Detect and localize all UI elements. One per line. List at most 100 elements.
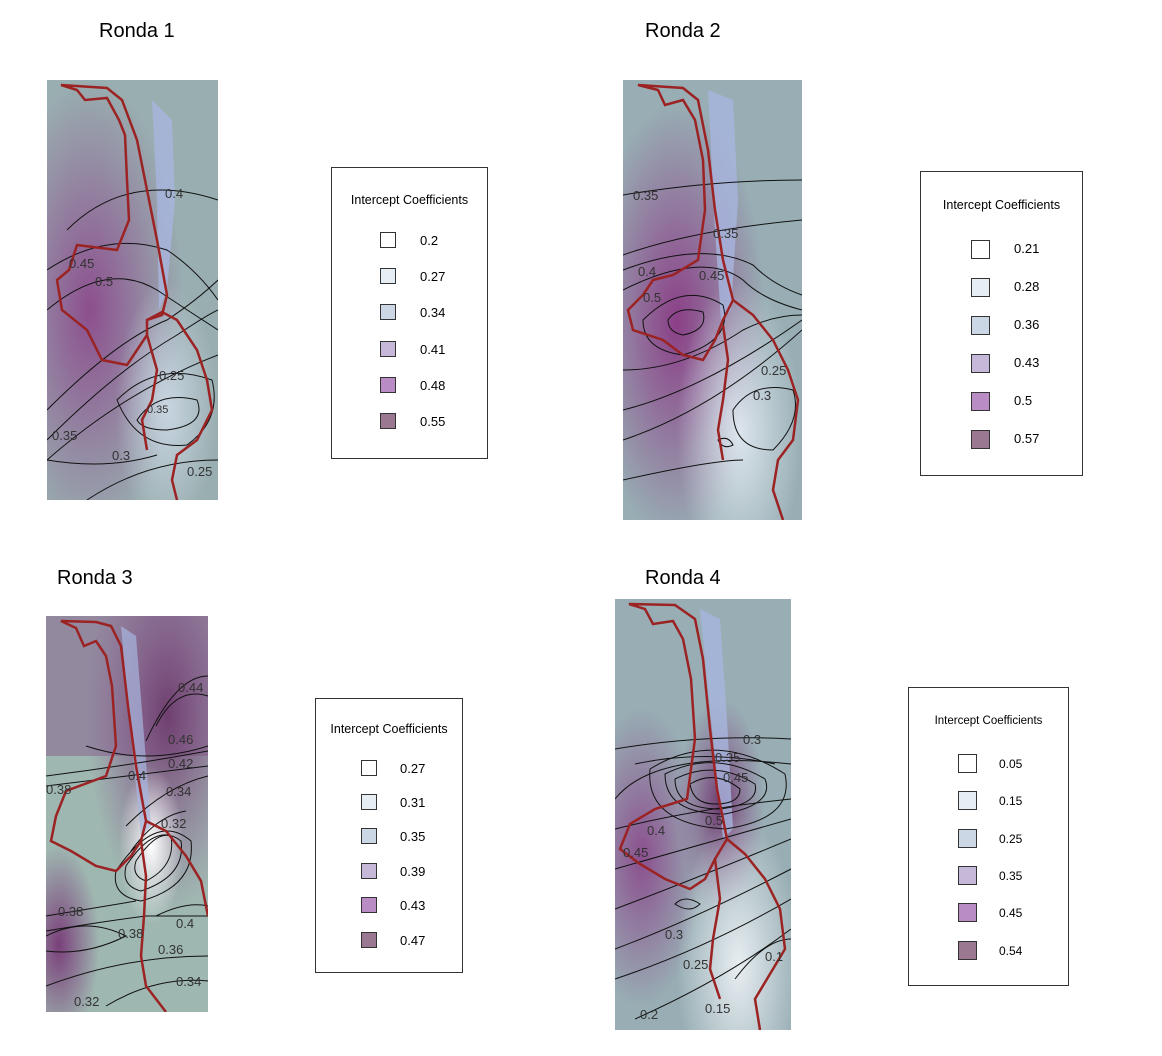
legend-value: 0.41	[420, 342, 446, 357]
legend-value: 0.2	[420, 233, 439, 248]
legend-item: 0.55	[332, 413, 487, 431]
legend-value: 0.43	[400, 898, 426, 913]
contour-label: 0.5	[95, 274, 113, 289]
legend-swatch	[361, 932, 377, 948]
legend-title: Intercept Coefficients	[350, 193, 469, 207]
panel-title: Ronda 1	[99, 20, 175, 42]
legend-item: 0.05	[909, 754, 1068, 773]
legend-title: Intercept Coefficients	[330, 722, 448, 736]
legend-value: 0.27	[400, 761, 426, 776]
legend-value: 0.35	[400, 829, 426, 844]
legend-swatch	[971, 354, 990, 373]
legend-value: 0.43	[1014, 355, 1040, 370]
panel-title: Ronda 4	[645, 567, 721, 589]
legend-item: 0.35	[316, 828, 462, 846]
legend-swatch	[971, 392, 990, 411]
legend-value: 0.35	[999, 869, 1023, 883]
legend-value: 0.36	[1014, 317, 1040, 332]
contour-label: 0.3	[112, 448, 130, 463]
contour-label: 0.35	[713, 226, 738, 241]
legend-swatch	[958, 754, 977, 773]
contour-label: 0.32	[74, 994, 99, 1009]
legend-swatch	[380, 304, 396, 320]
legend-swatch	[361, 828, 377, 844]
contour-label: 0.38	[118, 926, 143, 941]
contour-label: 0.25	[187, 464, 212, 479]
contour-label: 0.25	[159, 368, 184, 383]
legend-swatch	[958, 829, 977, 848]
contour-label: 0.3	[665, 927, 683, 942]
contour-label: 0.2	[640, 1007, 658, 1022]
contour-label: 0.5	[643, 290, 661, 305]
legend-swatch	[380, 268, 396, 284]
contour-label: 0.1	[765, 949, 783, 964]
legend-swatch	[361, 897, 377, 913]
map-round-3: 0.44 0.46 0.42 0.4 0.38 0.34 0.32 0.38 0…	[46, 616, 208, 1012]
contour-label: 0.4	[638, 264, 656, 279]
contour-label: 0.44	[178, 680, 203, 695]
contour-label: 0.42	[168, 756, 193, 771]
legend-value: 0.48	[420, 378, 446, 393]
contour-label: 0.34	[176, 974, 201, 989]
contour-label: 0.32	[161, 816, 186, 831]
contour-label: 0.45	[723, 770, 748, 785]
legend-item: 0.43	[316, 897, 462, 915]
legend-item: 0.2	[332, 232, 487, 250]
legend-value: 0.27	[420, 269, 446, 284]
legend-swatch	[380, 232, 396, 248]
legend-value: 0.25	[999, 832, 1023, 846]
legend-title: Intercept Coefficients	[942, 198, 1061, 212]
legend-swatch	[380, 341, 396, 357]
contour-label: 0.3	[753, 388, 771, 403]
contour-label: 0.4	[176, 916, 194, 931]
panel-title: Ronda 2	[645, 20, 721, 42]
contour-label: 0.4	[128, 768, 146, 783]
contour-label: 0.45	[69, 256, 94, 271]
legend-value: 0.21	[1014, 241, 1040, 256]
legend-swatch	[380, 413, 396, 429]
legend-swatch	[958, 903, 977, 922]
legend-swatch	[971, 240, 990, 259]
contour-label: 0.5	[705, 813, 723, 828]
contour-label: 0.3	[743, 732, 761, 747]
legend-item: 0.27	[332, 268, 487, 286]
contour-label: 0.25	[761, 363, 786, 378]
legend-value: 0.15	[999, 794, 1023, 808]
contour-label: 0.4	[647, 823, 665, 838]
legend-item: 0.5	[921, 392, 1082, 411]
legend-swatch	[971, 430, 990, 449]
legend-item: 0.36	[921, 316, 1082, 335]
legend-item: 0.43	[921, 354, 1082, 373]
legend-item: 0.35	[909, 866, 1068, 885]
contour-label: 0.46	[168, 732, 193, 747]
legend-item: 0.15	[909, 791, 1068, 810]
contour-label: 0.38	[58, 904, 83, 919]
legend-title: Intercept Coefficients	[934, 715, 1043, 727]
legend-value: 0.47	[400, 933, 426, 948]
contour-label: 0.35	[715, 750, 740, 765]
legend-round-2: Intercept Coefficients 0.21 0.28 0.36 0.…	[920, 171, 1083, 476]
legend-value: 0.39	[400, 864, 426, 879]
legend-item: 0.48	[332, 377, 487, 395]
legend-swatch	[361, 794, 377, 810]
legend-value: 0.05	[999, 757, 1023, 771]
contour-label: 0.34	[166, 784, 191, 799]
legend-round-3: Intercept Coefficients 0.27 0.31 0.35 0.…	[315, 698, 463, 973]
legend-value: 0.45	[999, 906, 1023, 920]
legend-swatch	[971, 278, 990, 297]
legend-swatch	[361, 760, 377, 776]
contour-label: 0.38	[46, 782, 71, 797]
legend-item: 0.34	[332, 304, 487, 322]
legend-value: 0.55	[420, 414, 446, 429]
contour-label: 0.35	[147, 404, 168, 416]
legend-item: 0.21	[921, 240, 1082, 259]
legend-item: 0.25	[909, 829, 1068, 848]
panel-title: Ronda 3	[57, 567, 133, 589]
legend-item: 0.39	[316, 863, 462, 881]
legend-swatch	[971, 316, 990, 335]
map-round-2: 0.35 0.35 0.4 0.45 0.5 0.25 0.3	[623, 80, 802, 520]
contour-label: 0.36	[158, 942, 183, 957]
legend-item: 0.41	[332, 341, 487, 359]
legend-value: 0.5	[1014, 393, 1033, 408]
legend-item: 0.28	[921, 278, 1082, 297]
